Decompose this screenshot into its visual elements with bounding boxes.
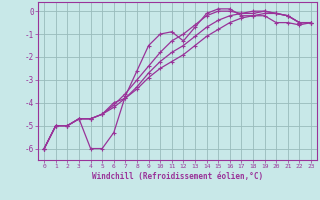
X-axis label: Windchill (Refroidissement éolien,°C): Windchill (Refroidissement éolien,°C) (92, 172, 263, 181)
